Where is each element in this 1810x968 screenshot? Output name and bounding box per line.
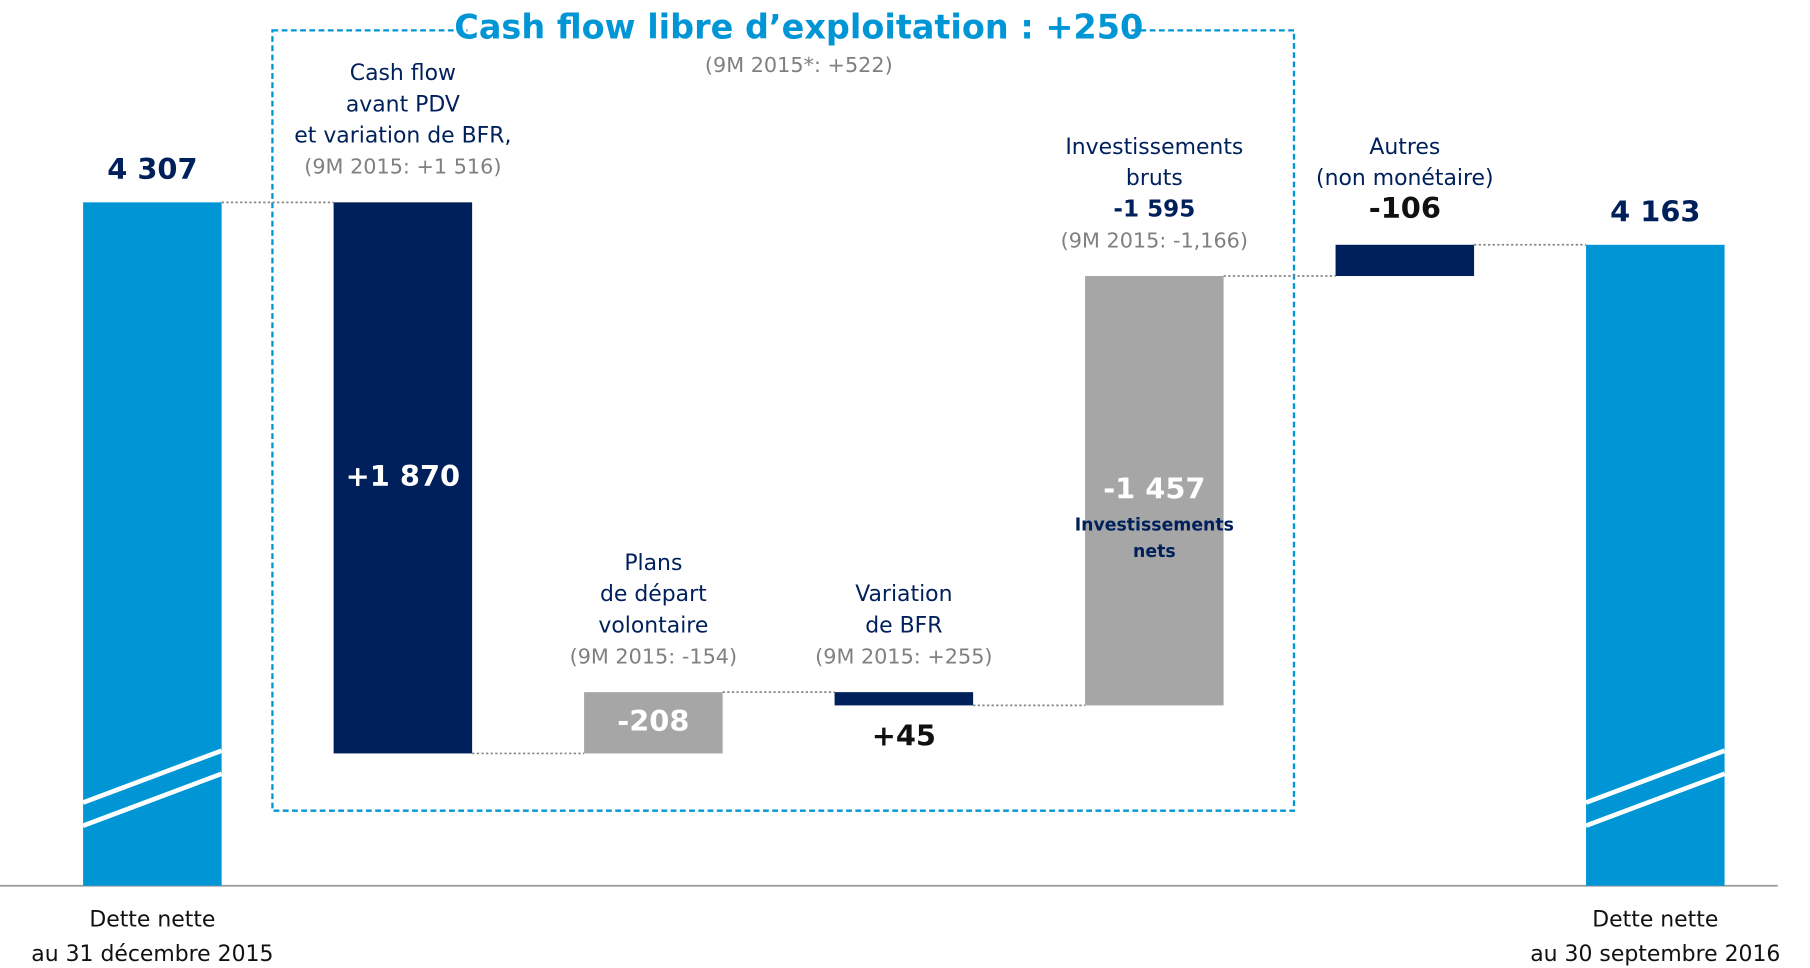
step-name: Plans [624,551,682,576]
step-name: Autres [1369,135,1440,160]
step-value-label: +45 [872,719,936,753]
step-note: nets [1133,542,1176,562]
total-bar [83,202,222,886]
step-value-label: -106 [1369,191,1441,225]
step-value-label: -1 457 [1103,472,1205,506]
step-note: Investissements [1075,515,1234,535]
total-value-label: 4 307 [107,152,197,186]
total-bar [1586,244,1725,886]
step-comparison: (9M 2015: -154) [570,645,738,669]
step-bar [584,692,723,754]
step-value-label: +1 870 [346,459,461,493]
category-label: Dette nette [89,907,215,932]
step-comparison: (9M 2015: -1,166) [1061,228,1248,252]
gross-value-label: -1 595 [1113,197,1195,223]
step-value-label: -208 [617,704,689,738]
step-bar [834,692,974,706]
axis-break [1585,771,1726,828]
step-name: de BFR [865,613,942,638]
axis-break [1585,748,1726,805]
step-bar [1335,244,1475,277]
category-label: Dette nette [1592,907,1718,932]
title-backdrop [467,7,1132,54]
step-bar [333,202,473,754]
step-name: (non monétaire) [1316,166,1494,191]
chart-title: Cash flow libre d’exploitation : +250 [454,8,1143,47]
step-name: avant PDV [346,92,460,117]
step-name: Investissements [1065,135,1243,160]
step-comparison: (9M 2015: +1 516) [304,155,501,179]
step-name: de départ [600,582,707,607]
chart-subtitle: (9M 2015*: +522) [705,53,893,77]
axis-break [82,771,223,828]
step-comparison: (9M 2015: +255) [815,645,992,669]
category-label: au 30 septembre 2016 [1530,942,1780,967]
step-name: Variation [855,582,952,607]
step-bar [1085,276,1224,706]
step-name: et variation de BFR, [294,124,511,149]
step-name: Cash flow [350,61,456,86]
axis-break [82,748,223,805]
step-name: volontaire [598,613,708,638]
step-name: bruts [1126,166,1183,191]
category-label: au 31 décembre 2015 [31,942,273,967]
total-value-label: 4 163 [1610,195,1700,229]
